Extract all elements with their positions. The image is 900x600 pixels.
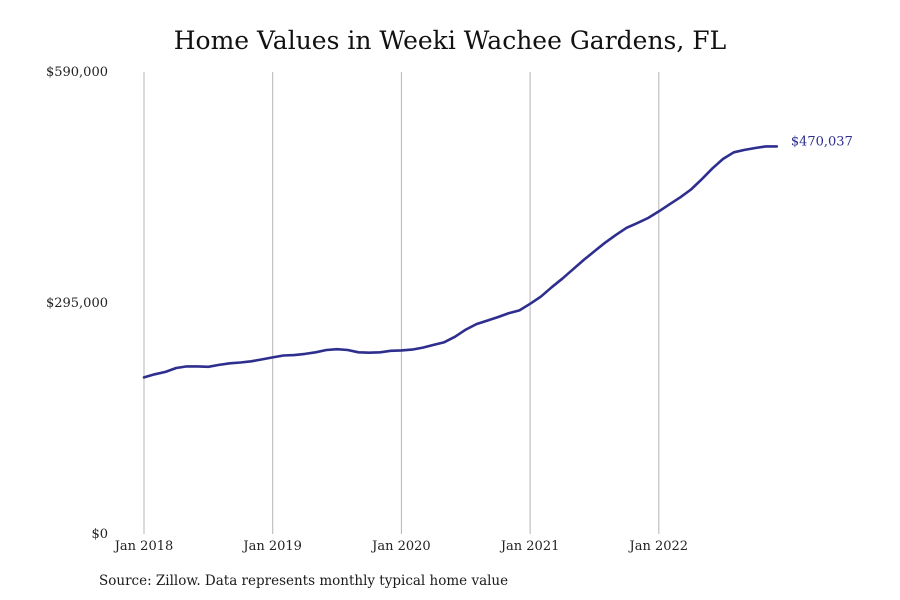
source-note: Source: Zillow. Data represents monthly … — [99, 573, 509, 589]
gridlines — [143, 72, 660, 534]
x-tick-label: Jan 2022 — [628, 539, 689, 554]
x-tick-label: Jan 2019 — [241, 539, 302, 554]
chart-title: Home Values in Weeki Wachee Gardens, FL — [173, 26, 727, 55]
y-tick-label: $590,000 — [46, 65, 108, 80]
series-line — [142, 145, 779, 379]
x-tick-label: Jan 2018 — [113, 539, 174, 554]
y-tick-label: $295,000 — [46, 296, 108, 311]
end-value-label: $470,037 — [791, 134, 853, 149]
x-tick-label: Jan 2020 — [370, 539, 431, 554]
series-layer: $470,037 — [142, 134, 853, 379]
y-tick-label: $0 — [91, 527, 108, 542]
x-tick-label: Jan 2021 — [499, 539, 560, 554]
axis-labels: Jan 2018 Jan 2019 Jan 2020 Jan 2021 Jan 2022… — [46, 65, 688, 554]
